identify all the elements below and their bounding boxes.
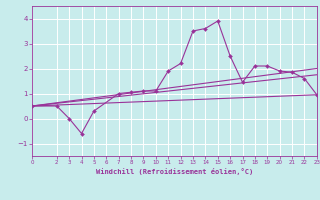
X-axis label: Windchill (Refroidissement éolien,°C): Windchill (Refroidissement éolien,°C)	[96, 168, 253, 175]
